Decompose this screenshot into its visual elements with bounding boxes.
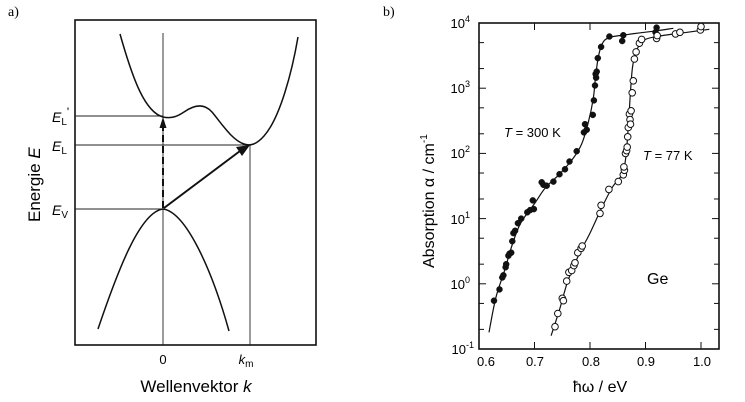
- data-point-77K: [597, 201, 605, 210]
- data-point-300K: [511, 227, 519, 235]
- data-point-300K: [550, 178, 557, 185]
- data-point-300K: [543, 182, 550, 189]
- data-point-300K: [530, 205, 538, 213]
- data-point-300K: [618, 37, 626, 45]
- data-point-77K: [697, 22, 705, 31]
- data-point-300K: [606, 33, 613, 40]
- x-tick-0.7: 0.7: [526, 354, 544, 369]
- x-tick-labels: 0.6 0.7 0.8 0.9 1.0: [477, 354, 711, 369]
- data-point-77K: [628, 89, 637, 97]
- conduction-band-curve: [119, 33, 299, 146]
- data-point-77K: [562, 277, 571, 285]
- data-point-300K: [507, 249, 515, 256]
- panel-a-frame: [74, 19, 317, 346]
- data-point-300K: [620, 31, 627, 39]
- y-tick-1e-1: 10-1: [452, 340, 474, 357]
- data-point-300K: [561, 166, 569, 173]
- level-label-EL-prime: EL': [52, 105, 69, 128]
- data-point-77K: [626, 120, 635, 128]
- panel-b-frame: [478, 22, 720, 350]
- data-point-77K: [623, 143, 632, 151]
- data-point-77K: [605, 185, 613, 194]
- data-point-77K: [596, 209, 604, 218]
- y-axis-ticks: [479, 22, 719, 350]
- data-point-300K: [556, 170, 563, 178]
- y-tick-labels: 104 103 102 101 100 10-1: [451, 14, 474, 357]
- annotation-material: Ge: [647, 271, 668, 288]
- annotation-T77: T = 77 K: [643, 148, 693, 163]
- x-tick-1.0: 1.0: [693, 354, 711, 369]
- direct-transition-arrowhead-icon: [159, 117, 167, 128]
- data-point-77K: [629, 77, 638, 85]
- x-tick-km: km: [239, 352, 254, 370]
- data-point-77K: [571, 259, 579, 267]
- data-point-77K: [632, 48, 640, 56]
- data-point-77K: [623, 133, 632, 141]
- data-point-77K: [559, 296, 568, 305]
- data-point-77K: [578, 242, 587, 250]
- x-tick-0: 0: [159, 352, 166, 367]
- data-point-300K: [583, 126, 590, 134]
- data-point-77K: [653, 31, 662, 40]
- data-point-300K: [514, 219, 522, 227]
- data-point-300K: [653, 24, 660, 31]
- fit-curve-300K: [488, 27, 674, 333]
- y-tick-1e3: 103: [451, 79, 470, 96]
- data-point-300K: [500, 272, 507, 279]
- data-point-77K: [614, 177, 623, 186]
- data-point-77K: [676, 28, 684, 37]
- series-300K-markers: [490, 24, 660, 304]
- indirect-transition-arrow: [163, 150, 241, 209]
- data-point-300K: [502, 260, 510, 268]
- x-tick-0.6: 0.6: [477, 354, 495, 369]
- data-point-300K: [590, 97, 598, 104]
- data-point-300K: [490, 297, 498, 304]
- fit-curve-77K: [550, 28, 710, 336]
- data-point-77K: [630, 55, 639, 63]
- x-tick-0.8: 0.8: [582, 354, 600, 369]
- data-point-300K: [509, 237, 516, 245]
- data-point-300K: [517, 215, 525, 222]
- panel-a: a) EL' EL EV Energie E 0 km Wellenvektor…: [8, 5, 317, 396]
- valence-band-curve: [97, 208, 230, 332]
- data-point-77K: [554, 309, 562, 318]
- data-point-300K: [593, 68, 600, 75]
- panel-a-xlabel: Wellenvektor k: [140, 377, 253, 396]
- y-tick-1e2: 102: [451, 144, 470, 161]
- data-point-300K: [573, 147, 580, 155]
- panel-a-ylabel: Energie E: [25, 147, 44, 222]
- data-point-300K: [592, 74, 600, 81]
- level-label-EV: EV: [52, 202, 68, 221]
- data-point-300K: [597, 43, 605, 51]
- data-point-77K: [551, 322, 559, 331]
- data-point-300K: [581, 120, 589, 128]
- indirect-transition-arrowhead-icon: [236, 145, 250, 156]
- data-point-77K: [620, 163, 628, 171]
- data-point-300K: [566, 158, 573, 165]
- data-point-300K: [589, 111, 597, 119]
- data-point-300K: [594, 54, 602, 62]
- panel-a-label: a): [8, 5, 19, 20]
- panel-b-xlabel: ħω / eV: [573, 379, 628, 396]
- x-axis-ticks: [478, 23, 702, 349]
- data-point-77K: [627, 107, 635, 115]
- panel-b-label: b): [383, 5, 395, 20]
- series-77K-markers: [551, 22, 705, 331]
- y-tick-1e0: 100: [451, 275, 470, 292]
- data-point-77K: [637, 35, 646, 44]
- panel-b: b) 104 103 102 101 100 10-1 0.6 0.7 0.8 …: [383, 5, 720, 396]
- panel-b-ylabel: Absorption α / cm-1: [419, 134, 438, 268]
- level-label-EL: EL: [52, 138, 67, 157]
- annotation-T300: T = 300 K: [504, 125, 561, 140]
- y-tick-1e4: 104: [451, 14, 470, 31]
- data-point-300K: [529, 197, 537, 204]
- y-tick-1e1: 101: [451, 210, 470, 227]
- x-tick-0.9: 0.9: [637, 354, 655, 369]
- data-point-300K: [496, 286, 503, 293]
- data-point-300K: [591, 82, 599, 89]
